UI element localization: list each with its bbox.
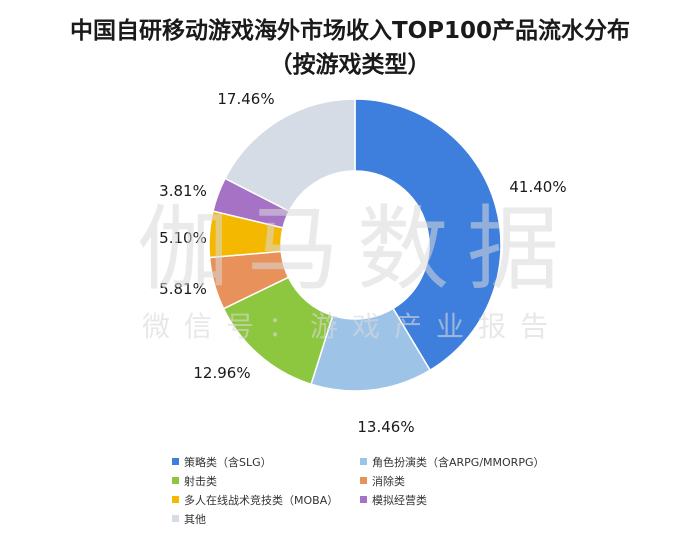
legend-item-1: 策略类（含SLG） (172, 456, 272, 470)
data-label-5: 5.10% (159, 229, 207, 247)
legend-item-5: 多人在线战术竞技类（MOBA） (172, 494, 338, 508)
legend-item-6: 模拟经营类 (360, 494, 427, 508)
legend-item-4: 消除类 (360, 475, 405, 489)
legend-label: 角色扮演类（含ARPG/MMORPG） (372, 456, 545, 469)
donut-slice-7 (224, 98, 356, 213)
donut-slice-1 (354, 98, 502, 372)
legend-label: 模拟经营类 (372, 494, 427, 507)
legend-item-3: 射击类 (172, 475, 217, 489)
data-label-6: 3.81% (159, 182, 207, 200)
data-label-4: 5.81% (159, 280, 207, 298)
chart-subtitle: （按游戏类型） (269, 52, 431, 78)
data-label-2: 13.46% (357, 418, 414, 436)
chart-title: 中国自研移动游戏海外市场收入TOP100产品流水分布 (69, 18, 631, 44)
data-label-1: 41.40% (509, 178, 566, 196)
legend-swatch-icon (360, 458, 367, 465)
legend-item-2: 角色扮演类（含ARPG/MMORPG） (360, 456, 544, 470)
legend-swatch-icon (360, 496, 367, 503)
legend-label: 策略类（含SLG） (184, 456, 272, 469)
legend-label: 多人在线战术竞技类（MOBA） (184, 494, 339, 507)
legend-swatch-icon (172, 496, 179, 503)
legend-swatch-icon (172, 477, 179, 484)
legend-label: 射击类 (184, 475, 217, 488)
legend-swatch-icon (172, 515, 179, 522)
legend-label: 其他 (184, 513, 206, 526)
data-label-3: 12.96% (193, 364, 250, 382)
legend-label: 消除类 (372, 475, 405, 488)
legend-swatch-icon (360, 477, 367, 484)
legend-swatch-icon (172, 458, 179, 465)
data-label-7: 17.46% (217, 90, 274, 108)
legend-item-7: 其他 (172, 513, 206, 527)
